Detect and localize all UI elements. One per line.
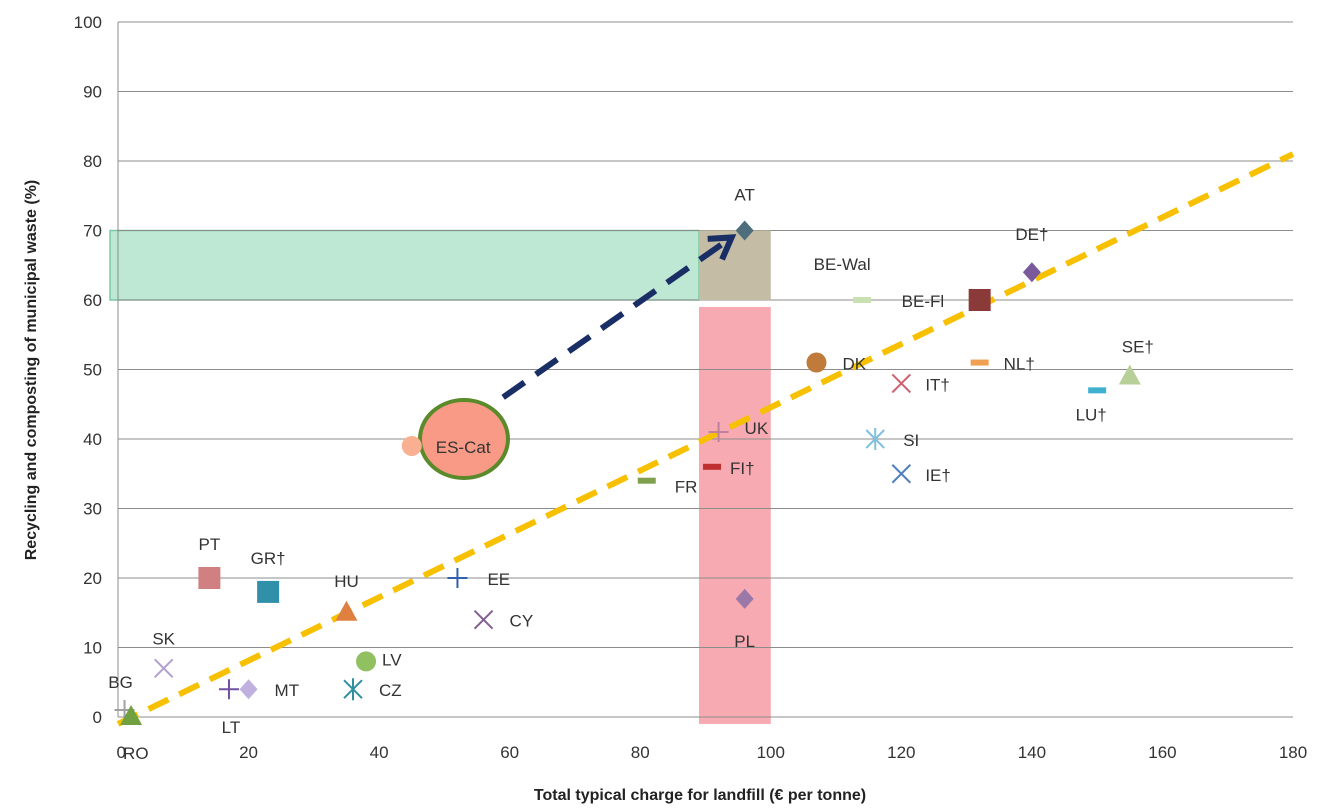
point-dk [806,352,827,373]
axes: 0 10 20 30 40 50 60 70 80 90 100 20 40 60 80 100 120 140 1… [74,13,1308,762]
point-be-fl-label: BE-Fl [902,292,945,311]
green-band [109,229,700,301]
y-tick-label-50: 50 [83,361,102,380]
point-cz [343,678,363,701]
point-mt [239,679,258,700]
x-axis-title: Total typical charge for landfill (€ per… [534,787,866,804]
point-de [1022,262,1041,283]
background-bands [109,229,771,724]
x-tick-label-0: 0 [117,743,126,762]
point-lt-label: LT [222,718,241,737]
y-tick-label-40: 40 [83,430,102,449]
point-nl [970,359,989,366]
data-points [114,220,1141,725]
point-fr-label: FR [675,478,698,497]
highlight-circle [417,398,510,480]
point-hu-label: HU [334,572,359,591]
point-ro-label: RO [123,744,149,763]
y-tick-label-60: 60 [83,291,102,310]
point-se [1118,364,1141,385]
point-be-wal-label: BE-Wal [814,255,871,274]
trend-line [116,151,1295,727]
point-lv [356,651,377,672]
point-ro [120,705,143,725]
arrow-shaft [501,240,726,400]
point-fi-label: FI† [730,459,755,478]
point-gr-label: GR† [251,549,286,568]
point-it [891,373,912,394]
x-tick-label-40: 40 [370,743,389,762]
point-nl-label: NL† [1004,355,1035,374]
point-labels: AT DE† BE-Wal BE-Fl SE† DK NL† IT† LU† SI IE† UK FI†… [108,186,1154,764]
x-tick-label-160: 160 [1148,743,1176,762]
point-si-label: SI [903,431,919,450]
y-tick-label-10: 10 [83,639,102,658]
point-ie [891,464,912,484]
y-tick-label-70: 70 [83,222,102,241]
x-tick-label-180: 180 [1279,743,1307,762]
point-cy-label: CY [510,612,534,631]
y-tick-label-0: 0 [93,708,102,727]
overlays [116,151,1295,727]
point-cy [473,609,494,630]
point-dk-label: DK [842,355,866,374]
x-tick-label-140: 140 [1018,743,1046,762]
x-tick-label-20: 20 [239,743,258,762]
y-tick-label-20: 20 [83,569,102,588]
point-es-cat-label: ES-Cat [436,438,491,457]
x-tick-label-80: 80 [631,743,650,762]
point-uk [708,422,729,443]
red-band [698,306,771,724]
point-ie-label: IE† [925,466,951,485]
point-gr [257,580,280,603]
point-be-wal [853,297,872,303]
point-bg-label: BG [108,673,133,692]
point-sk-label: SK [152,629,175,648]
point-si [865,428,885,450]
point-mt-label: MT [275,681,300,700]
y-tick-label-80: 80 [83,152,102,171]
x-tick-label-100: 100 [757,743,785,762]
point-hu [335,600,358,621]
point-pl-label: PL [734,632,755,651]
point-lu [1088,387,1107,394]
point-se-label: SE† [1122,337,1154,356]
point-pl [735,588,754,609]
target-box [698,230,771,300]
point-ee-label: EE [487,570,510,589]
point-be-fl [968,289,991,311]
point-lv-label: LV [382,650,402,669]
point-de-label: DE† [1015,225,1048,244]
y-axis-title: Recycling and composting of municipal wa… [23,180,40,561]
point-at [735,220,754,241]
point-lu-label: LU† [1076,405,1107,424]
point-ee [447,568,468,588]
point-at-label: AT [734,186,754,205]
point-lt [218,679,239,700]
grid-lines [118,21,1293,718]
point-uk-label: UK [745,419,769,438]
point-fr [637,477,656,484]
point-it-label: IT† [925,375,950,394]
point-fi [703,463,722,470]
y-tick-label-30: 30 [83,500,102,519]
y-tick-label-90: 90 [83,83,102,102]
point-es-cat [401,435,422,456]
arrow-head [707,234,737,261]
point-cz-label: CZ [379,681,402,700]
y-tick-label-100: 100 [74,13,102,32]
x-tick-label-120: 120 [887,743,915,762]
point-pt-label: PT [199,535,221,554]
point-sk [153,658,174,679]
x-tick-label-60: 60 [500,743,519,762]
point-pt [198,567,221,589]
